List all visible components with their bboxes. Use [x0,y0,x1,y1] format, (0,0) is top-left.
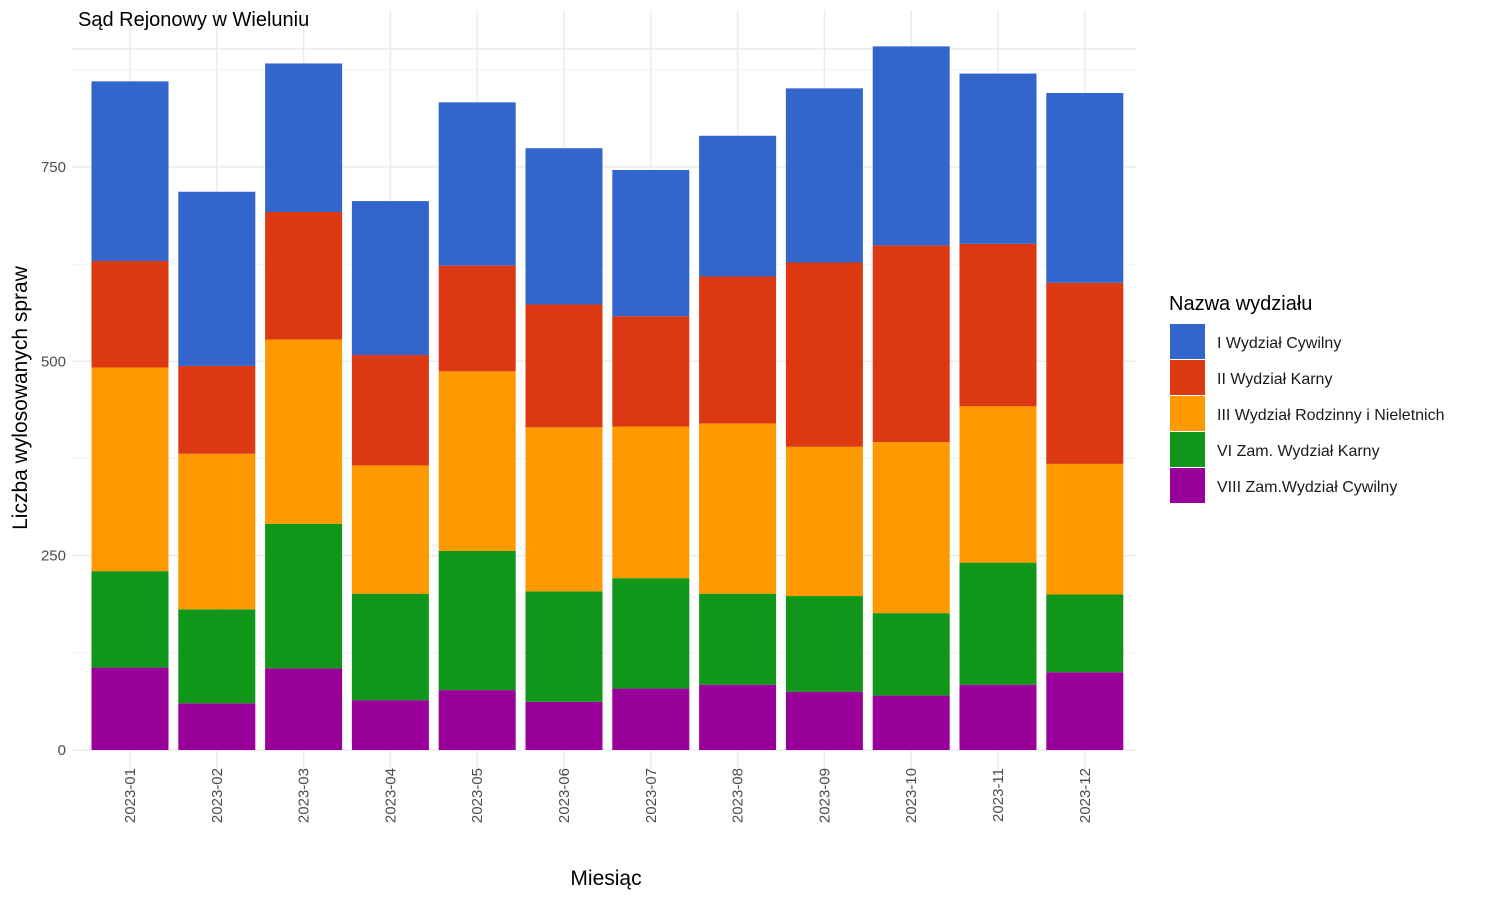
bar-segment [525,148,603,305]
x-tick-label: 2023-04 [382,768,399,823]
bar-segment [699,276,777,424]
bar-segment [612,316,690,427]
x-tick-label: 2023-09 [816,768,833,823]
y-tick-label: 750 [41,159,66,176]
bar-segment [959,243,1037,407]
legend-label: II Wydział Karny [1217,371,1332,388]
x-tick-label: 2023-05 [469,768,486,823]
bar-segment [438,371,516,551]
bar-segment [438,550,516,691]
x-tick-label: 2023-03 [296,768,313,823]
bar-segment [351,201,429,356]
x-axis-title: Miesiąc [570,867,641,890]
bar-segment [785,262,863,447]
bar-segment [91,667,169,750]
bar-segment [612,426,690,579]
bar-segment [699,135,777,277]
bar-segment [265,668,343,750]
bar-segment [872,695,950,750]
bar-segment [265,339,343,524]
bar-segment [872,442,950,614]
axes: 0 250 500 750 2023-01 2023-02 2023-03 2023-04 20… [41,159,1094,823]
legend-label: VI Zam. Wydział Karny [1217,443,1380,460]
bar-segment [265,211,343,340]
bars [91,46,1124,750]
bar-segment [872,613,950,696]
bar-segment [785,596,863,692]
legend-label: III Wydział Rodzinny i Nieletnich [1217,407,1445,424]
bar-segment [1046,672,1124,750]
bar-segment [178,365,256,454]
bar-segment [438,690,516,750]
bar-segment [872,46,950,246]
y-axis-title: Liczba wylosowanych spraw [9,265,32,530]
y-tick-label: 500 [41,353,66,370]
bar-segment [178,453,256,610]
bar-segment [785,691,863,750]
bar-segment [438,102,516,266]
bar-segment [1046,463,1124,595]
legend-title: Nazwa wydziału [1169,293,1312,315]
bar-segment [178,191,256,366]
bar-segment [872,245,950,443]
bar-segment [438,265,516,372]
bar-segment [91,571,169,668]
bar-segment [959,406,1037,563]
x-tick-label: 2023-08 [730,768,747,823]
legend-swatch [1170,468,1205,503]
bar-segment [265,523,343,669]
bar-segment [525,701,603,750]
legend-swatch [1170,324,1205,359]
legend: Nazwa wydziału I Wydział Cywilny II Wydzi… [1169,293,1445,503]
bar-segment [91,367,169,572]
bar-segment [178,609,256,704]
y-tick-label: 0 [58,742,66,759]
bar-segment [1046,594,1124,673]
bar-segment [525,591,603,702]
x-tick-label: 2023-12 [1077,768,1094,823]
bar-segment [1046,93,1124,283]
legend-label: VIII Zam.Wydział Cywilny [1217,479,1397,496]
bar-segment [525,427,603,592]
bar-segment [351,465,429,594]
legend-label: I Wydział Cywilny [1217,335,1341,352]
bar-segment [699,423,777,594]
legend-swatch [1170,432,1205,467]
x-tick-label: 2023-01 [122,768,139,823]
legend-swatch [1170,360,1205,395]
bar-segment [612,578,690,689]
x-tick-label: 2023-02 [209,768,226,823]
bar-segment [1046,282,1124,464]
chart-title: Sąd Rejonowy w Wieluniu [78,9,309,31]
bar-segment [959,73,1037,244]
bar-segment [351,700,429,750]
bar-segment [91,81,169,261]
bar-segment [178,703,256,750]
bar-segment [351,593,429,701]
bar-segment [959,684,1037,750]
bar-segment [91,260,169,368]
bar-segment [265,63,343,212]
bar-segment [612,169,690,317]
bar-segment [699,684,777,750]
x-tick-label: 2023-10 [903,768,920,823]
bar-segment [959,562,1037,685]
y-tick-label: 250 [41,548,66,565]
legend-swatch [1170,396,1205,431]
bar-segment [351,355,429,466]
x-tick-label: 2023-11 [990,768,1007,822]
bar-segment [612,688,690,750]
bar-segment [785,446,863,597]
bar-segment [525,304,603,428]
x-tick-label: 2023-06 [556,768,573,823]
bar-segment [699,593,777,685]
x-tick-label: 2023-07 [643,768,660,823]
bar-segment [785,88,863,263]
